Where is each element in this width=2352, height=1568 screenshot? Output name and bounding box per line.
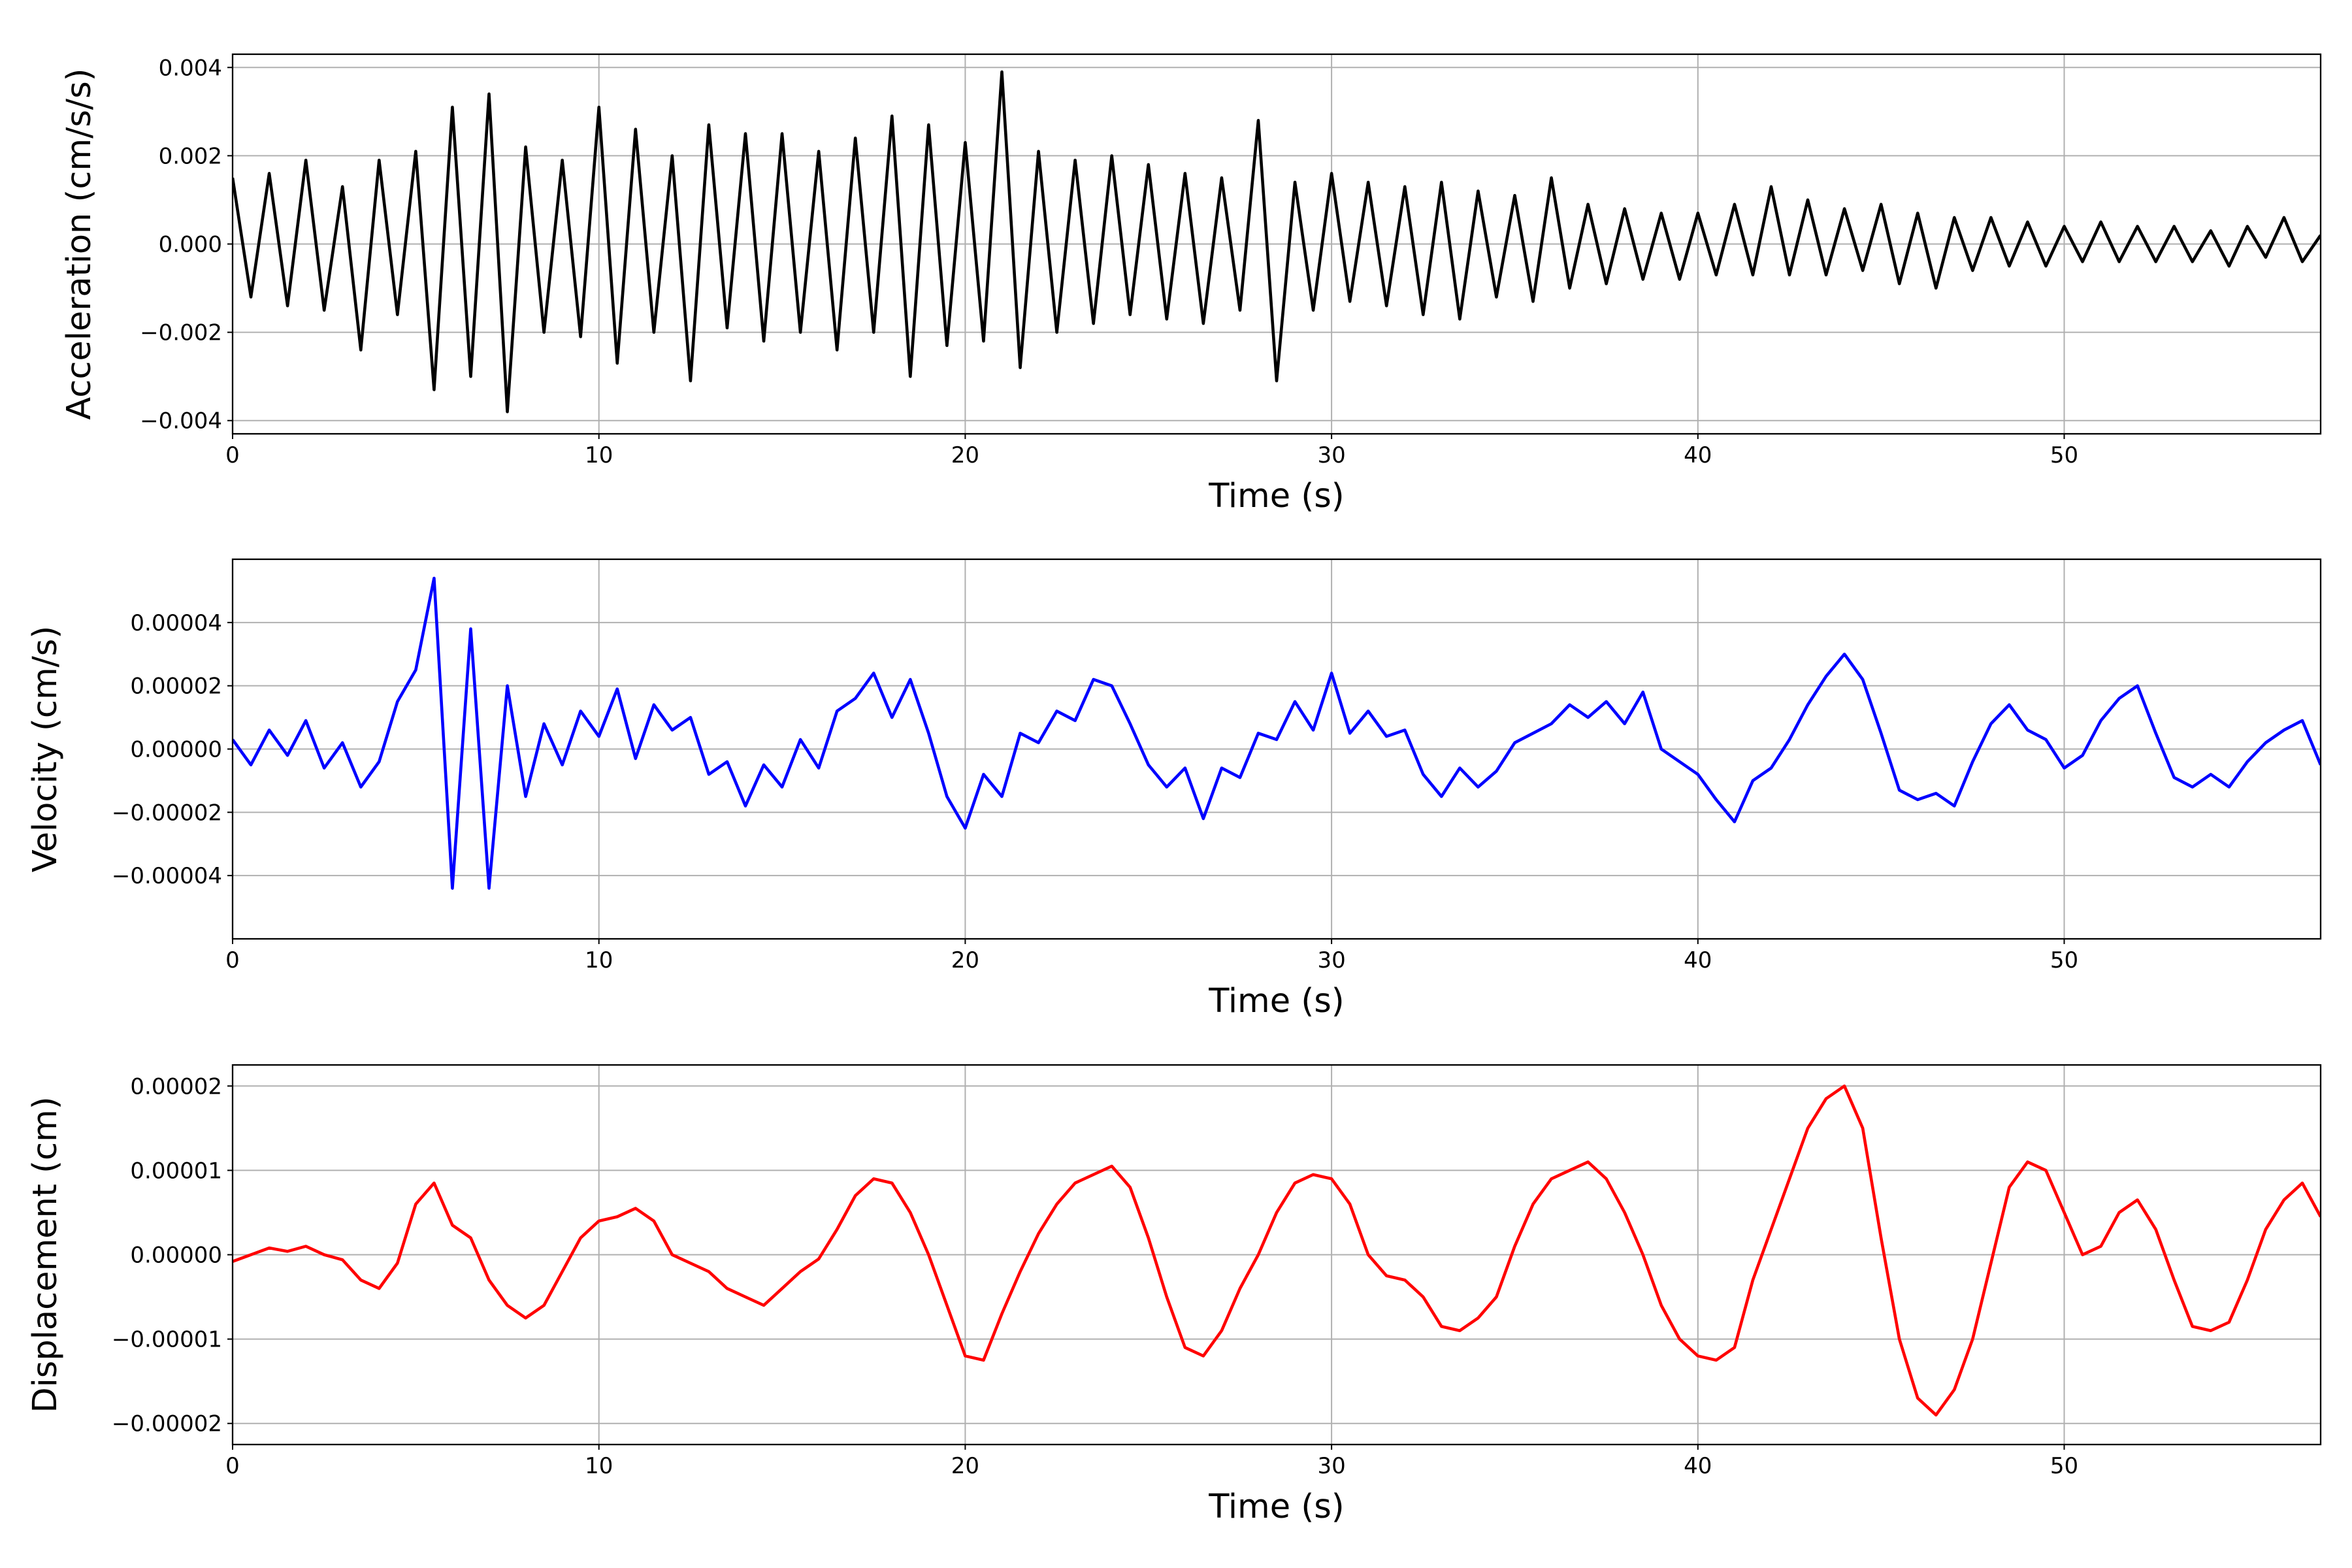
y-tick-label: 0.00000 xyxy=(130,737,222,763)
y-tick-label: −0.002 xyxy=(140,320,222,346)
x-tick-label: 30 xyxy=(1317,1453,1345,1479)
data-line xyxy=(233,1084,2321,1417)
x-tick-label: 10 xyxy=(585,442,613,468)
y-axis-label: Velocity (cm/s) xyxy=(26,626,65,873)
y-tick-label: 0.00004 xyxy=(130,610,222,636)
y-axis-label: Displacement (cm) xyxy=(26,1096,65,1413)
x-tick-label: 0 xyxy=(225,947,240,973)
x-axis-label: Time (s) xyxy=(1208,982,1344,1021)
data-line xyxy=(233,70,2321,414)
x-tick-label: 50 xyxy=(2050,1453,2078,1479)
y-tick-label: 0.00000 xyxy=(130,1243,222,1269)
axes-frame xyxy=(231,558,2322,940)
subplot: 0 10 20 30 40 50 −0.004 −0.002 0.000 0.002 0.004 Ti… xyxy=(60,53,2322,515)
subplot: 0 10 20 30 40 50 −0.00002 −0.00001 0.00000 0.0000… xyxy=(26,1064,2322,1526)
x-tick-label: 20 xyxy=(951,947,979,973)
subplot: 0 10 20 30 40 50 −0.00004 −0.00002 0.00000 0.0000… xyxy=(26,558,2322,1021)
x-tick-label: 10 xyxy=(585,1453,613,1479)
y-tick-label: −0.00004 xyxy=(112,863,222,889)
y-tick-label: 0.002 xyxy=(159,143,222,169)
axes-frame xyxy=(231,1064,2322,1446)
x-tick-label: 30 xyxy=(1317,442,1345,468)
x-tick-label: 30 xyxy=(1317,947,1345,973)
y-tick-label: −0.00002 xyxy=(112,800,222,826)
x-tick-label: 40 xyxy=(1684,947,1712,973)
y-tick-label: 0.00002 xyxy=(130,1073,222,1100)
x-tick-label: 50 xyxy=(2050,947,2078,973)
x-tick-label: 20 xyxy=(951,1453,979,1479)
y-tick-label: 0.00002 xyxy=(130,674,222,700)
x-axis-label: Time (s) xyxy=(1208,1488,1344,1526)
axes-frame xyxy=(231,53,2322,435)
plot-area xyxy=(233,70,2321,414)
x-tick-label: 40 xyxy=(1684,442,1712,468)
plot-area xyxy=(233,1084,2321,1417)
x-tick-label: 0 xyxy=(225,442,240,468)
y-tick-label: −0.004 xyxy=(140,408,222,434)
x-tick-label: 40 xyxy=(1684,1453,1712,1479)
y-tick-label: 0.000 xyxy=(159,232,222,258)
y-tick-label: 0.004 xyxy=(159,55,222,81)
x-tick-label: 50 xyxy=(2050,442,2078,468)
x-tick-label: 20 xyxy=(951,442,979,468)
data-line xyxy=(233,576,2321,890)
y-tick-label: 0.00001 xyxy=(130,1158,222,1184)
y-tick-label: −0.00001 xyxy=(112,1327,222,1353)
y-axis-label: Acceleration (cm/s/s) xyxy=(60,68,99,419)
x-tick-label: 10 xyxy=(585,947,613,973)
y-tick-label: −0.00002 xyxy=(112,1411,222,1437)
plot-area xyxy=(233,576,2321,890)
x-axis-label: Time (s) xyxy=(1208,477,1344,515)
x-tick-label: 0 xyxy=(225,1453,240,1479)
